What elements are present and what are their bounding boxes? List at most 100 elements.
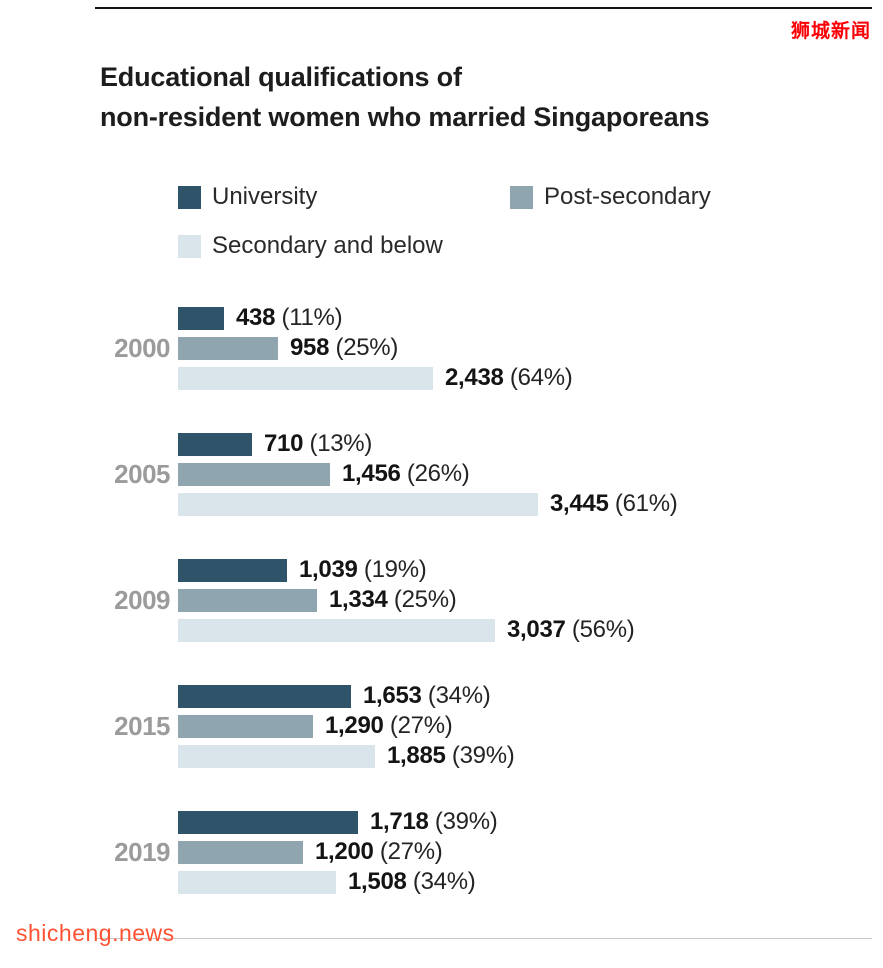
year-label: 2000	[114, 332, 170, 363]
bar-secondary-and-below	[178, 492, 538, 516]
bar-percent: (39%)	[445, 742, 515, 769]
bar-percent: (34%)	[406, 868, 476, 895]
bar-secondary-and-below	[178, 870, 336, 894]
bar-row-post-secondary: 1,334 (25%)	[178, 585, 634, 615]
bar-post-secondary	[178, 336, 278, 360]
bar-value: 1,885	[387, 742, 446, 769]
bar-value-label: 1,200 (27%)	[315, 838, 443, 866]
bar-row-secondary-and-below: 2,438 (64%)	[178, 363, 573, 393]
bar-row-university: 710 (13%)	[178, 429, 677, 459]
bar-post-secondary	[178, 840, 303, 864]
legend-item-university: University	[178, 183, 510, 211]
legend: University Post-secondary Secondary and be…	[178, 183, 711, 260]
top-divider	[95, 7, 872, 9]
bar-secondary-and-below	[178, 366, 433, 390]
bar-percent: (25%)	[387, 586, 457, 613]
bar-percent: (27%)	[373, 838, 443, 865]
bar-percent: (25%)	[329, 334, 399, 361]
year-label: 2009	[114, 584, 170, 615]
bar-value: 710	[264, 430, 304, 457]
bar-row-secondary-and-below: 3,445 (61%)	[178, 489, 678, 519]
bar-stack: 1,039 (19%) 1,334 (25%) 3,037 (56%)	[178, 555, 635, 645]
bar-value: 1,718	[370, 808, 429, 835]
year-group-2015: 2015 1,653 (34%) 1,290 (27%) 1,885 (39%)	[100, 681, 677, 771]
bar-secondary-and-below	[178, 744, 375, 768]
bar-percent: (13%)	[303, 430, 373, 457]
bar-university	[178, 432, 252, 456]
legend-label: Secondary and below	[212, 232, 443, 259]
chart-groups: 2000 438 (11%) 958 (25%) 2,438 (64%) 2005 710…	[100, 303, 678, 897]
bar-value: 3,037	[507, 616, 566, 643]
bar-value: 1,653	[363, 682, 422, 709]
bar-value-label: 1,653 (34%)	[363, 682, 491, 710]
legend-swatch-icon	[178, 234, 201, 258]
bottom-divider	[95, 938, 872, 939]
bar-percent: (19%)	[357, 556, 427, 583]
chart-title: Educational qualifications of non-reside…	[100, 57, 710, 137]
bar-post-secondary	[178, 462, 330, 486]
bar-row-university: 1,653 (34%)	[178, 681, 514, 711]
bar-stack: 710 (13%) 1,456 (26%) 3,445 (61%)	[178, 429, 678, 519]
legend-item-post-secondary: Post-secondary	[510, 183, 711, 211]
bar-value: 1,290	[325, 712, 384, 739]
bar-value-label: 1,290 (27%)	[325, 712, 453, 740]
bar-percent: (64%)	[503, 364, 573, 391]
bar-value-label: 1,885 (39%)	[387, 742, 515, 770]
legend-label: Post-secondary	[544, 183, 711, 210]
bar-row-secondary-and-below: 3,037 (56%)	[178, 615, 635, 645]
bar-value: 1,039	[299, 556, 358, 583]
bar-row-post-secondary: 1,200 (27%)	[178, 837, 497, 867]
bar-university	[178, 558, 287, 582]
watermark-top: 狮城新闻	[790, 21, 871, 42]
bar-row-post-secondary: 1,290 (27%)	[178, 711, 514, 741]
bar-value: 1,200	[315, 838, 374, 865]
bar-percent: (26%)	[400, 460, 470, 487]
year-group-2019: 2019 1,718 (39%) 1,200 (27%) 1,508 (34%)	[100, 807, 677, 897]
bar-row-university: 1,039 (19%)	[178, 555, 634, 585]
bar-value: 1,456	[342, 460, 401, 487]
bar-stack: 1,653 (34%) 1,290 (27%) 1,885 (39%)	[178, 681, 515, 771]
title-line-1: Educational qualifications of	[100, 62, 462, 92]
year-label: 2005	[114, 458, 170, 489]
bar-value: 958	[290, 334, 330, 361]
bar-post-secondary	[178, 714, 313, 738]
year-label: 2015	[114, 710, 170, 741]
year-group-2005: 2005 710 (13%) 1,456 (26%) 3,445 (61%)	[100, 429, 678, 519]
legend-item-secondary-and-below: Secondary and below	[178, 232, 510, 260]
legend-swatch-icon	[178, 185, 201, 209]
bar-percent: (34%)	[421, 682, 491, 709]
bar-stack: 1,718 (39%) 1,200 (27%) 1,508 (34%)	[178, 807, 498, 897]
bar-percent: (11%)	[275, 304, 343, 331]
bar-percent: (61%)	[608, 490, 678, 517]
bar-university	[178, 684, 351, 708]
bar-value: 438	[236, 304, 276, 331]
bar-value-label: 2,438 (64%)	[445, 364, 573, 392]
bar-value-label: 438 (11%)	[236, 304, 343, 332]
bar-university	[178, 810, 358, 834]
bar-value-label: 958 (25%)	[290, 334, 398, 362]
bar-value-label: 1,039 (19%)	[299, 556, 427, 584]
bar-secondary-and-below	[178, 618, 495, 642]
bar-percent: (39%)	[428, 808, 498, 835]
bar-row-university: 438 (11%)	[178, 303, 572, 333]
bar-value-label: 1,456 (26%)	[342, 460, 470, 488]
bar-value: 1,334	[329, 586, 388, 613]
legend-swatch-icon	[510, 185, 533, 209]
bar-value-label: 3,445 (61%)	[550, 490, 678, 518]
bar-stack: 438 (11%) 958 (25%) 2,438 (64%)	[178, 303, 573, 393]
bar-value: 3,445	[550, 490, 609, 517]
bar-row-post-secondary: 958 (25%)	[178, 333, 572, 363]
bar-value-label: 710 (13%)	[264, 430, 372, 458]
legend-label: University	[212, 183, 318, 210]
bar-value-label: 1,334 (25%)	[329, 586, 457, 614]
bar-value: 1,508	[348, 868, 407, 895]
bar-percent: (27%)	[383, 712, 453, 739]
bar-row-post-secondary: 1,456 (26%)	[178, 459, 677, 489]
title-line-2: non-resident women who married Singapore…	[100, 102, 710, 132]
bar-university	[178, 306, 224, 330]
bar-value-label: 3,037 (56%)	[507, 616, 635, 644]
watermark-bottom: shicheng.news	[16, 920, 175, 946]
bar-row-secondary-and-below: 1,885 (39%)	[178, 741, 515, 771]
bar-value-label: 1,718 (39%)	[370, 808, 498, 836]
